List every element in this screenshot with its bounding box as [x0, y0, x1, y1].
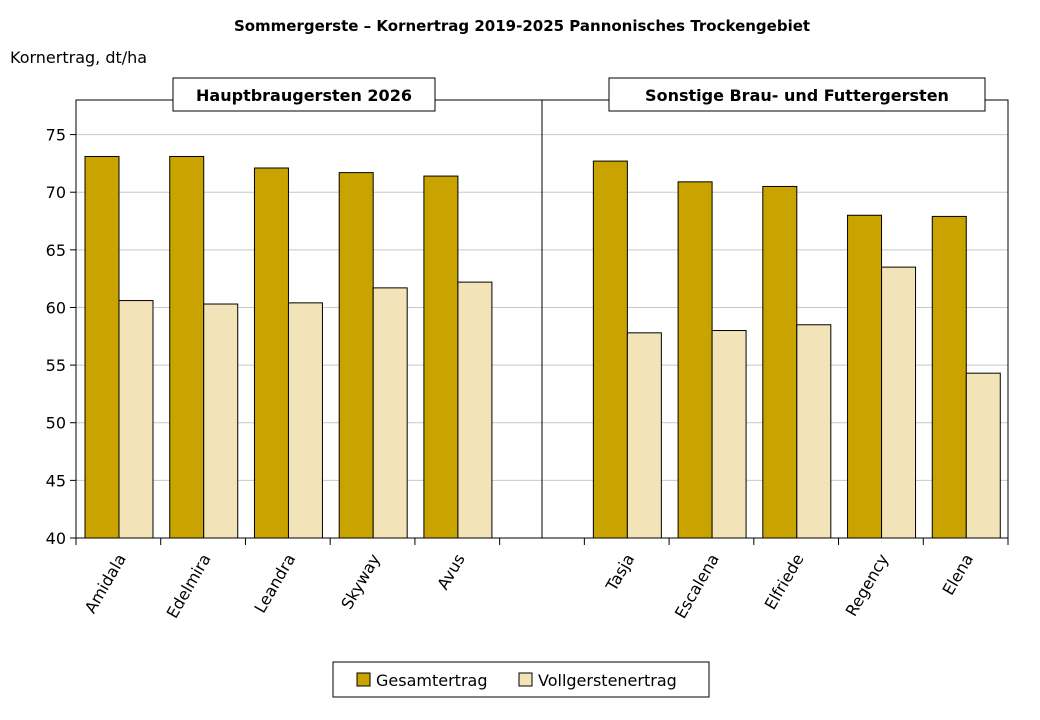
- y-tick-label: 40: [46, 529, 66, 548]
- bar-vollgerstenertrag-tasja: [626, 332, 662, 539]
- bar-vollgerstenertrag-elfriede: [796, 324, 832, 539]
- legend: Gesamtertrag Vollgerstenertrag: [332, 661, 710, 698]
- x-tick-label: Edelmira: [163, 551, 215, 622]
- legend-label: Gesamtertrag: [376, 671, 487, 690]
- y-tick-label: 70: [46, 183, 66, 202]
- x-tick-label: Regency: [842, 551, 893, 620]
- bar-gesamtertrag-skyway: [338, 172, 374, 539]
- bar-vollgerstenertrag-amidala: [118, 300, 154, 539]
- bar-vollgerstenertrag-elena: [965, 372, 1001, 539]
- bar-gesamtertrag-elena: [931, 215, 967, 539]
- group-label-box: [608, 77, 986, 112]
- y-tick-label: 50: [46, 414, 66, 433]
- bar-gesamtertrag-amidala: [84, 155, 120, 539]
- x-tick-label: Escalena: [671, 551, 723, 622]
- group-label: Hauptbraugersten 2026: [196, 86, 412, 105]
- x-tick-label: Amidala: [81, 551, 130, 617]
- group-label: Sonstige Brau- und Futtergersten: [645, 86, 949, 105]
- bar-gesamtertrag-escalena: [677, 181, 713, 539]
- legend-label: Vollgerstenertrag: [538, 671, 677, 690]
- x-tick-label: Elfriede: [761, 551, 808, 613]
- bar-gesamtertrag-regency: [847, 214, 883, 539]
- bar-vollgerstenertrag-escalena: [711, 330, 747, 539]
- x-tick-label: Skyway: [337, 551, 384, 613]
- bar-vollgerstenertrag-edelmira: [203, 303, 239, 539]
- legend-swatch: [356, 672, 371, 687]
- legend-swatch: [518, 672, 533, 687]
- x-tick-label: Tasja: [601, 551, 638, 596]
- plot-area: [75, 99, 1009, 539]
- bar-vollgerstenertrag-skyway: [372, 287, 408, 539]
- bar-vollgerstenertrag-avus: [457, 281, 493, 539]
- bar-vollgerstenertrag-leandra: [287, 302, 323, 539]
- x-tick-label: Elena: [938, 551, 977, 599]
- x-tick-label: Avus: [433, 551, 468, 593]
- bar-gesamtertrag-elfriede: [762, 185, 798, 539]
- y-tick-label: 65: [46, 241, 66, 260]
- bar-gesamtertrag-avus: [423, 175, 459, 539]
- y-tick-label: 55: [46, 356, 66, 375]
- x-tick-label: Leandra: [250, 551, 299, 617]
- group-label-box: [172, 77, 436, 112]
- bar-vollgerstenertrag-regency: [881, 266, 917, 539]
- y-tick-label: 45: [46, 471, 66, 490]
- bar-gesamtertrag-edelmira: [169, 155, 205, 539]
- y-tick-label: 75: [46, 126, 66, 145]
- chart-title: Sommergerste – Kornertrag 2019-2025 Pann…: [234, 17, 810, 35]
- y-tick-label: 60: [46, 298, 66, 317]
- y-axis-label: Kornertrag, dt/ha: [10, 48, 147, 67]
- bar-gesamtertrag-leandra: [253, 167, 289, 539]
- bar-gesamtertrag-tasja: [592, 160, 628, 539]
